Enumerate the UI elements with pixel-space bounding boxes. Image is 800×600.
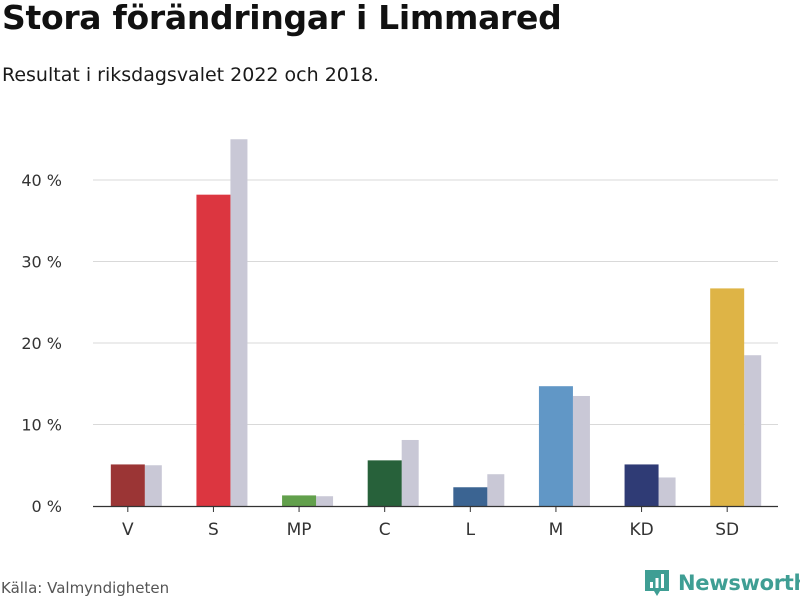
bar-2022-m [538, 386, 573, 506]
x-tick-label-s: S [208, 520, 219, 540]
bars [110, 139, 762, 507]
y-tick-label: 30 % [21, 253, 62, 272]
source-note: Källa: Valmyndigheten [1, 579, 170, 597]
bar-2018-l [487, 474, 505, 506]
x-tick-label-sd: SD [715, 520, 739, 540]
brand-logo: Newsworthy [643, 568, 800, 598]
y-tick-label: 40 % [21, 171, 62, 190]
x-tick-label-kd: KD [629, 520, 653, 540]
chart-title: Stora förändringar i Limmared [2, 0, 562, 37]
bar-2022-mp [282, 495, 317, 506]
bar-2018-v [144, 465, 162, 506]
bar-2018-m [572, 395, 590, 506]
bar-2018-kd [658, 477, 676, 506]
y-tick-label: 20 % [21, 334, 62, 353]
y-axis-ticks: 0 % 10 % 20 % 30 % 40 % [21, 171, 62, 516]
chart-subtitle: Resultat i riksdagsvalet 2022 och 2018. [2, 64, 380, 86]
x-tick-label-c: C [379, 520, 391, 540]
gridlines [93, 179, 778, 425]
x-tick-label-v: V [122, 520, 134, 540]
y-tick-label: 0 % [32, 497, 62, 516]
newsworthy-logo-icon [645, 570, 669, 596]
bar-2022-sd [710, 288, 745, 506]
x-axis-ticks: V S MP C L M KD SD [122, 506, 739, 540]
bar-2018-mp [316, 496, 334, 506]
x-tick-label-m: M [549, 520, 564, 540]
y-tick-label: 10 % [21, 416, 62, 435]
bar-2022-v [110, 464, 145, 506]
bar-2022-s [196, 194, 231, 507]
brand-name: Newsworthy [678, 571, 800, 595]
bar-2018-s [230, 139, 248, 506]
bar-2022-l [453, 487, 488, 506]
bar-2022-kd [624, 464, 659, 506]
x-tick-label-l: L [466, 520, 476, 540]
bar-2022-c [367, 460, 402, 506]
bar-2018-sd [744, 355, 762, 506]
bar-2018-c [401, 439, 419, 506]
x-tick-label-mp: MP [287, 520, 312, 540]
